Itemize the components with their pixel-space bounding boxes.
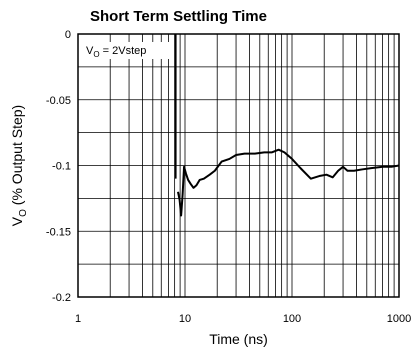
annotation-box: VO = 2Vstep: [81, 42, 173, 59]
y-axis-title: VO (% Output Step): [9, 105, 29, 226]
y-tick-label: -0.1: [52, 161, 71, 173]
plot-frame: [77, 33, 400, 298]
y-tick-label: 0: [65, 29, 71, 41]
grid-lines: [78, 34, 399, 297]
y-tick-label: -0.2: [52, 292, 71, 304]
x-tick-label: 1000: [387, 313, 411, 325]
annotation-text: VO = 2Vstep: [86, 45, 146, 59]
x-axis-title: Time (ns): [209, 331, 268, 347]
y-tick-label: -0.15: [46, 226, 71, 238]
x-tick-labels: 1 10 100 1000: [75, 313, 411, 325]
x-tick-label: 1: [75, 313, 81, 325]
y-tick-labels: 0 -0.05 -0.1 -0.15 -0.2: [46, 29, 71, 304]
y-tick-label: -0.05: [46, 95, 71, 107]
series-line: [177, 148, 400, 217]
chart-title: Short Term Settling Time: [90, 8, 267, 25]
series-layer: [174, 34, 400, 217]
x-tick-label: 10: [179, 313, 191, 325]
x-tick-label: 100: [283, 313, 301, 325]
